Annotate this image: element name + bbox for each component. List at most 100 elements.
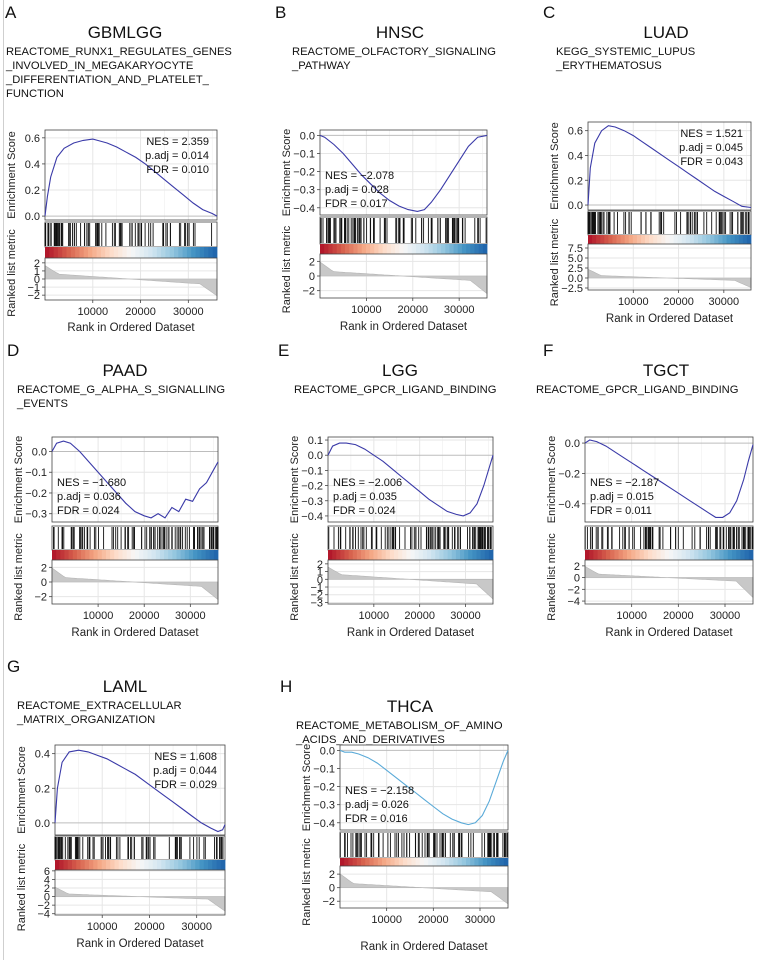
rank-color-segment — [161, 860, 166, 870]
metric-ytick-label: −1 — [310, 582, 323, 594]
metric-ytick-label: −2 — [34, 592, 47, 604]
hits-frame — [584, 525, 754, 551]
stat-text: NES = −2.078 — [325, 170, 394, 182]
rank-color-segment — [59, 860, 64, 870]
rank-color-segment — [122, 247, 128, 258]
rank-color-segment — [340, 858, 345, 866]
rank-color-segment — [474, 244, 480, 254]
rank-color-segment — [123, 860, 128, 870]
panel-label: C — [543, 3, 555, 22]
rank-color-segment — [702, 235, 707, 244]
metric-ytick-label: −2 — [302, 286, 315, 298]
rank-color-segment — [673, 550, 678, 560]
x-tick-label: 10000 — [87, 921, 118, 933]
es-ytick-label: −0.2 — [301, 481, 323, 493]
rank-color-segment — [414, 550, 420, 560]
rank-color-segment — [357, 244, 363, 254]
rank-color-segment — [203, 860, 209, 870]
rank-color-segment — [398, 858, 404, 866]
metric-ytick-label: 2.5 — [568, 263, 583, 275]
rank-color-segment — [64, 550, 69, 560]
rank-color-segment — [143, 550, 148, 560]
rank-color-segment — [470, 858, 475, 866]
rank-color-segment — [57, 247, 63, 258]
rank-color-segment — [178, 860, 183, 870]
rank-color-segment — [374, 244, 379, 254]
rank-color-segment — [83, 247, 89, 258]
pathway-name-line: _ACIDS_AND_DERIVATIVES — [295, 734, 445, 746]
rank-color-segment — [600, 235, 605, 244]
es-ytick-label: 0.0 — [35, 818, 50, 830]
metric-ytick-label: 2 — [317, 559, 323, 571]
rank-color-segment — [649, 235, 654, 244]
metric-ytick-label: 2 — [329, 869, 335, 881]
es-ytick-label: 0.2 — [25, 185, 40, 197]
rank-color-segment — [131, 247, 136, 258]
gsea-panel-e: E LGG REACTOME_GPCR_LIGAND_BINDING −0.4 −0.3… — [278, 341, 496, 639]
x-tick-label: 30000 — [181, 921, 212, 933]
pathway-name-line: _DIFFERENTIATION_AND_PLATELET_ — [5, 74, 210, 86]
rank-color-segment — [478, 244, 484, 254]
rank-color-segment — [114, 860, 120, 870]
rank-color-segment — [470, 244, 475, 254]
rank-color-segment — [746, 235, 752, 244]
x-tick-label: 20000 — [663, 296, 694, 308]
rank-color-segment — [499, 858, 505, 866]
hits-frame — [339, 831, 509, 859]
rank-color-segment — [356, 550, 362, 560]
rank-color-segment — [193, 550, 198, 560]
es-frame — [327, 436, 494, 523]
rank-color-segment — [474, 858, 479, 866]
rank-color-segment — [344, 550, 350, 560]
pathway-name-line: KEGG_SYSTEMIC_LUPUS — [556, 46, 695, 58]
rank-color-segment — [118, 550, 123, 560]
es-ytick-label: 0.0 — [32, 447, 47, 459]
rank-color-segment — [76, 860, 81, 870]
rank-color-segment — [126, 247, 132, 258]
rank-color-segment — [140, 860, 145, 870]
rank-color-segment — [736, 550, 741, 560]
es-ytick-label: −0.2 — [313, 782, 335, 794]
rank-color-segment — [411, 858, 416, 866]
rank-color-segment — [89, 860, 94, 870]
x-tick-label: 10000 — [618, 296, 649, 308]
rank-color-segment — [139, 550, 144, 560]
rank-color-segment — [435, 550, 440, 560]
rank-color-segment — [428, 858, 433, 866]
rank-color-segment — [55, 860, 60, 870]
rank-color-segment — [49, 247, 54, 258]
x-axis-label: Rank in Ordered Dataset — [360, 941, 488, 953]
gsea-panel-b: B HNSC REACTOME_OLFACTORY_SIGNALING _PATHWA… — [275, 3, 496, 333]
x-axis-label: Rank in Ordered Dataset — [606, 313, 734, 325]
rank-color-segment — [184, 550, 190, 560]
rank-color-segment — [403, 858, 408, 866]
gsea-panel-h: H THCA REACTOME_METABOLISM_OF_AMINO _ACIDS_… — [280, 677, 509, 953]
metric-area — [327, 566, 494, 600]
es-frame — [44, 129, 218, 221]
rank-color-segment — [585, 550, 590, 560]
metric-area — [587, 268, 752, 289]
rank-color-segment — [698, 550, 703, 560]
gsea-panel-a: A GBMLGG REACTOME_RUNX1_REGULATES_GENES _IN… — [5, 3, 232, 334]
metric-frame — [587, 243, 752, 291]
rank-color-segment — [340, 550, 345, 560]
rank-color-segment — [220, 860, 226, 870]
rank-color-segment — [100, 247, 106, 258]
rank-color-segment — [618, 550, 624, 560]
rank-color-segment — [673, 235, 679, 244]
rank-color-segment — [399, 244, 404, 254]
rank-color-segment — [152, 860, 158, 870]
rank-color-segment — [113, 247, 119, 258]
rank-color-segment — [589, 550, 594, 560]
rank-color-segment — [205, 550, 211, 560]
rank-color-segment — [698, 235, 703, 244]
rank-color-segment — [67, 860, 73, 870]
rank-color-segment — [148, 860, 154, 870]
rank-color-segment — [144, 860, 149, 870]
rank-color-segment — [468, 550, 473, 560]
rank-color-segment — [45, 247, 50, 258]
rank-color-segment — [147, 550, 152, 560]
rank-color-segment — [361, 550, 366, 560]
es-curve — [327, 442, 494, 517]
x-tick-label: 10000 — [351, 304, 382, 316]
